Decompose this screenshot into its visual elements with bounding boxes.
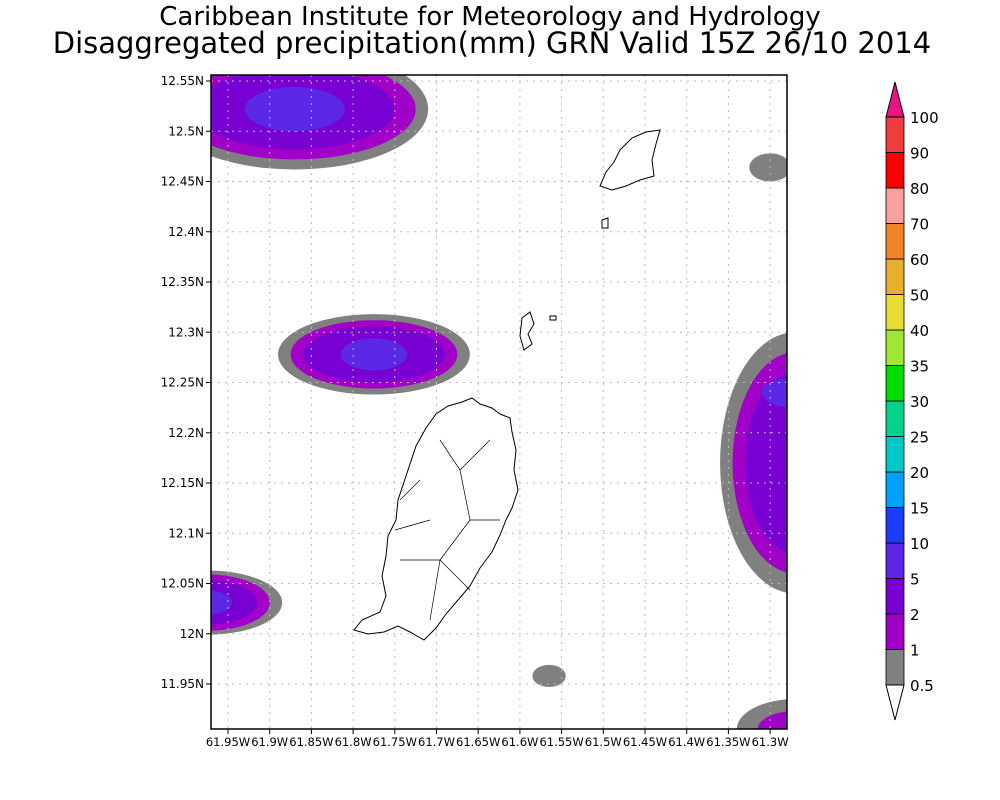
lat-tick-label: 12.45N bbox=[161, 175, 204, 189]
precip-contour-2 bbox=[745, 373, 787, 553]
colorbar-label: 0.5 bbox=[910, 677, 934, 695]
colorbar-bin bbox=[885, 223, 905, 260]
colorbar-bin bbox=[885, 152, 905, 189]
lat-tick-label: 12.25N bbox=[161, 376, 204, 390]
colorbar-bin bbox=[885, 365, 905, 402]
lon-tick-label: 61.35W bbox=[706, 735, 750, 749]
colorbar-label: 20 bbox=[910, 464, 929, 482]
precip-contour-2 bbox=[211, 580, 258, 625]
gridlines bbox=[211, 75, 787, 729]
colorbar-under-triangle bbox=[885, 684, 905, 721]
colorbar-bin bbox=[885, 542, 905, 579]
colorbar-label: 70 bbox=[910, 216, 929, 234]
colorbar-label: 50 bbox=[910, 287, 929, 305]
lon-tick-label: 61.6W bbox=[501, 735, 538, 749]
colorbar-bin bbox=[885, 649, 905, 686]
title-line-1: Caribbean Institute for Meteorology and … bbox=[159, 2, 821, 32]
grenada-island bbox=[353, 397, 519, 641]
colorbar-label: 30 bbox=[910, 393, 929, 411]
lat-tick-label: 12.1N bbox=[168, 526, 204, 540]
colorbar-label: 40 bbox=[910, 322, 929, 340]
grenada-coastline bbox=[353, 129, 661, 641]
precip-contour-0.5 bbox=[749, 153, 787, 182]
colorbar-bin bbox=[885, 294, 905, 331]
colorbar-over-triangle bbox=[885, 81, 905, 118]
colorbar-bin bbox=[885, 613, 905, 650]
colorbar-bin bbox=[885, 258, 905, 295]
small-island bbox=[519, 311, 535, 351]
lat-tick-label: 12.5N bbox=[168, 124, 204, 138]
colorbar-bin bbox=[885, 400, 905, 437]
lat-tick-label: 12.55N bbox=[161, 74, 204, 88]
colorbar-label: 25 bbox=[910, 429, 929, 447]
colorbar-label: 15 bbox=[910, 500, 929, 518]
colorbar-bin bbox=[885, 436, 905, 473]
lat-tick-label: 12.05N bbox=[161, 577, 204, 591]
lon-tick-label: 61.65W bbox=[456, 735, 500, 749]
lon-tick-label: 61.55W bbox=[539, 735, 583, 749]
lon-tick-label: 61.75W bbox=[373, 735, 417, 749]
precip-contour-5 bbox=[340, 338, 408, 371]
lon-tick-label: 61.4W bbox=[668, 735, 705, 749]
precipitation-contours bbox=[211, 75, 787, 729]
colorbar-label: 10 bbox=[910, 535, 929, 553]
lon-tick-label: 61.85W bbox=[289, 735, 333, 749]
colorbar-bin bbox=[885, 329, 905, 366]
precip-contour-5 bbox=[761, 378, 787, 407]
colorbar-bin bbox=[885, 471, 905, 508]
lon-tick-label: 61.95W bbox=[206, 735, 250, 749]
colorbar-label: 90 bbox=[910, 145, 929, 163]
plot-frame bbox=[210, 74, 788, 730]
precip-contour-5 bbox=[211, 590, 233, 615]
lon-tick-label: 61.8W bbox=[335, 735, 372, 749]
colorbar-label: 35 bbox=[910, 358, 929, 376]
colorbar-label: 5 bbox=[910, 571, 920, 589]
colorbar-label: 2 bbox=[910, 606, 920, 624]
colorbar-label: 100 bbox=[910, 109, 939, 127]
colorbar-bin bbox=[885, 578, 905, 615]
lon-tick-label: 61.7W bbox=[418, 735, 455, 749]
colorbar-label: 1 bbox=[910, 642, 920, 660]
lon-tick-label: 61.3W bbox=[752, 735, 789, 749]
colorbar-bin bbox=[885, 507, 905, 544]
precip-contour-1 bbox=[757, 711, 787, 729]
lon-tick-label: 61.9W bbox=[251, 735, 288, 749]
colorbar-bin bbox=[885, 116, 905, 153]
lat-tick-label: 12.35N bbox=[161, 275, 204, 289]
lon-tick-label: 61.5W bbox=[585, 735, 622, 749]
lat-tick-label: 12.15N bbox=[161, 476, 204, 490]
lon-tick-label: 61.45W bbox=[623, 735, 667, 749]
colorbar-label: 60 bbox=[910, 251, 929, 269]
small-island bbox=[549, 315, 557, 321]
lat-tick-label: 12N bbox=[180, 627, 204, 641]
precip-contour-0.5 bbox=[532, 664, 566, 688]
carriacou-island bbox=[599, 129, 661, 191]
colorbar-bin bbox=[885, 187, 905, 224]
lat-tick-label: 11.95N bbox=[161, 677, 204, 691]
lat-tick-label: 12.2N bbox=[168, 426, 204, 440]
island-internal-lines bbox=[394, 439, 500, 621]
lat-tick-label: 12.3N bbox=[168, 325, 204, 339]
title-line-2: Disaggregated precipitation(mm) GRN Vali… bbox=[52, 26, 932, 60]
small-island bbox=[601, 217, 609, 229]
colorbar-label: 80 bbox=[910, 180, 929, 198]
longitude-axis: 61.95W 61.9W 61.85W 61.8W 61.75W 61.7W 61.65W 6… bbox=[206, 729, 789, 749]
precip-contour-5 bbox=[244, 87, 345, 132]
latitude-axis: 12.55N 12.5N 12.45N 12.4N 12.35N 12.3N 12.25N 1… bbox=[161, 74, 211, 691]
lat-tick-label: 12.4N bbox=[168, 225, 204, 239]
